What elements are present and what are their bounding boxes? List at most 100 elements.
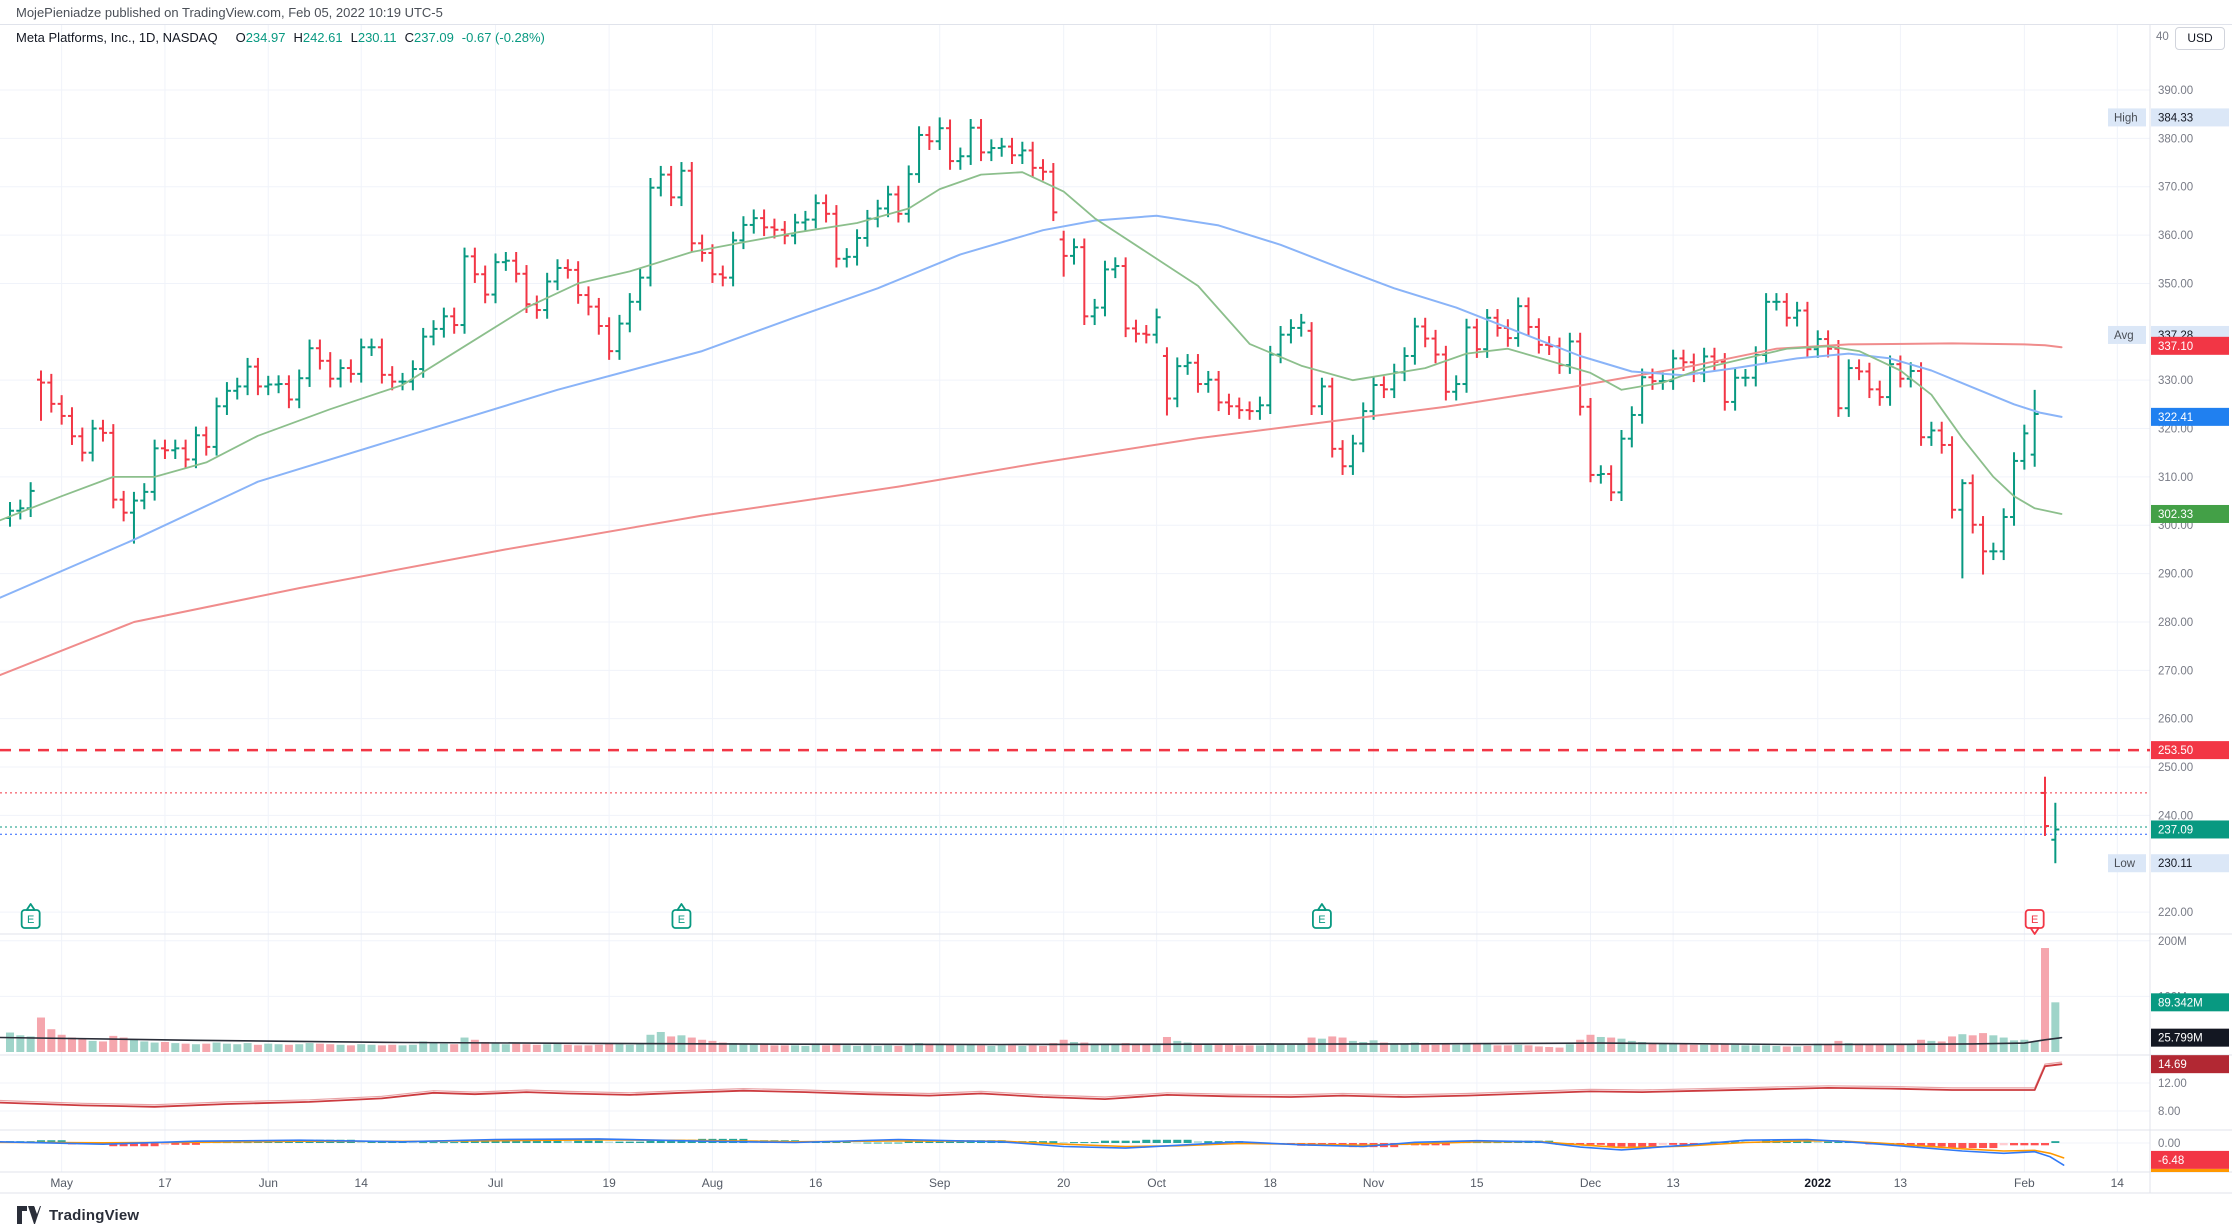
macd-hist-bar (884, 1142, 893, 1144)
macd-hist-bar (1204, 1141, 1213, 1143)
macd-hist-bar (160, 1143, 169, 1145)
macd-hist-bar (656, 1139, 665, 1143)
macd-hist-bar (1958, 1143, 1967, 1149)
volume-bar (1782, 1046, 1791, 1052)
volume-bar (863, 1045, 872, 1052)
volume-bar (1762, 1045, 1771, 1052)
time-label: Nov (1363, 1176, 1384, 1190)
macd-hist-bar (1669, 1143, 1678, 1145)
tradingview-footer[interactable]: TradingView (16, 1203, 139, 1227)
earnings-badge[interactable]: E (1312, 903, 1332, 929)
macd-hist-bar (925, 1141, 934, 1143)
macd-hist-bar (1803, 1140, 1812, 1143)
volume-bar (1286, 1044, 1295, 1052)
stat-word-bg (2108, 325, 2146, 344)
volume-bar (6, 1032, 14, 1052)
level-lines (0, 748, 2150, 835)
volume-bar (253, 1044, 262, 1052)
time-label: 14 (355, 1176, 369, 1190)
volume-label-bg (2151, 1028, 2229, 1047)
volume-bar (1080, 1042, 1089, 1052)
volume-bar (1266, 1043, 1275, 1052)
time-label: Oct (1147, 1176, 1166, 1190)
volume-pane[interactable] (0, 948, 2063, 1052)
tradingview-brand-text: TradingView (49, 1206, 140, 1224)
volume-bar (1008, 1045, 1017, 1052)
macd-hist-bar (1731, 1141, 1740, 1143)
earnings-badge[interactable]: E (671, 903, 692, 929)
volume-bar (1741, 1045, 1750, 1052)
time-label: Jul (488, 1176, 503, 1190)
macd-hist-bar (1927, 1143, 1936, 1147)
volume-bar (119, 1037, 128, 1052)
volume-bar (1090, 1043, 1099, 1052)
volume-bar (1855, 1043, 1864, 1052)
volume-bar (729, 1043, 738, 1052)
volume-bar (1462, 1043, 1471, 1052)
volume-bar (584, 1045, 593, 1052)
volume-bar (1607, 1037, 1616, 1052)
stat-value-bg (2151, 854, 2229, 873)
volume-bar (36, 1017, 45, 1052)
volume-bar (1059, 1039, 1068, 1052)
indicator2-pane[interactable] (0, 1061, 2063, 1108)
macd-hist-bar (1173, 1139, 1182, 1143)
volume-bar (1937, 1041, 1946, 1052)
volume-bar (181, 1043, 190, 1052)
chart-top-border (0, 24, 2232, 25)
time-label: 17 (158, 1176, 172, 1190)
volume-bar (1689, 1044, 1698, 1052)
price-label-bg (2151, 820, 2229, 839)
macd-hist-bar (181, 1143, 190, 1145)
volume-bar (873, 1045, 882, 1052)
macd-hist-bar (47, 1140, 56, 1143)
ohlc-key: C (404, 30, 415, 45)
price-tick-label: 360.00 (2158, 230, 2193, 242)
price-axis[interactable]: 390.00 380.00 370.00 360.00 350.00 330.00 320.… (2158, 85, 2193, 1150)
macd-hist-bar (1142, 1139, 1151, 1143)
volume-bar (481, 1041, 490, 1052)
volume-bar (1379, 1042, 1388, 1052)
volume-bar (2041, 948, 2050, 1052)
volume-bar (315, 1043, 324, 1052)
macd-hist-bar (2030, 1143, 2039, 1146)
earnings-badge[interactable]: E (20, 903, 41, 929)
time-label: 16 (809, 1176, 823, 1190)
volume-bar (470, 1039, 479, 1052)
volume-bar (98, 1041, 107, 1052)
volume-bar (1183, 1042, 1192, 1052)
volume-bar (574, 1045, 583, 1052)
volume-bar (408, 1044, 417, 1052)
macd-hist-bar (1596, 1143, 1605, 1145)
volume-bar (2010, 1040, 2019, 1052)
volume-bar (160, 1041, 169, 1052)
volume-bar (1648, 1043, 1657, 1052)
volume-bar (1028, 1045, 1037, 1052)
currency-button[interactable]: USD (2175, 27, 2225, 50)
volume-bar (770, 1045, 779, 1052)
macd-hist-bar (1183, 1139, 1192, 1143)
price-tick-label: 380.00 (2158, 133, 2193, 145)
macd-hist-bar (594, 1140, 603, 1143)
price-label: 322.41 (2158, 412, 2193, 424)
macd-hist-bar (2051, 1141, 2060, 1143)
macd-hist-bar (873, 1142, 882, 1144)
time-label: Sep (929, 1176, 951, 1190)
macd-hist-bar (863, 1142, 872, 1144)
macd-hist-bar (1999, 1143, 2008, 1146)
macd-hist-bar (574, 1140, 583, 1143)
volume-bar (1638, 1041, 1647, 1052)
symbol-title[interactable]: Meta Platforms, Inc., 1D, NASDAQ (16, 30, 218, 45)
indicator3-pane[interactable] (0, 1138, 2065, 1166)
time-axis[interactable]: May 17 Jun 14 Jul 19 Aug 16 Sep 20 Oct 18 Nov 15 Dec 13… (50, 1176, 2124, 1190)
earnings-badge-upcoming[interactable]: E (2024, 909, 2045, 935)
volume-bar (1958, 1034, 1967, 1052)
volume-bar (336, 1044, 345, 1052)
macd-hist-bar (1679, 1143, 1688, 1145)
volume-bar (212, 1042, 221, 1052)
volume-bar (346, 1045, 355, 1052)
volume-bar (1493, 1045, 1502, 1052)
macd-hist-bar (1483, 1142, 1492, 1144)
